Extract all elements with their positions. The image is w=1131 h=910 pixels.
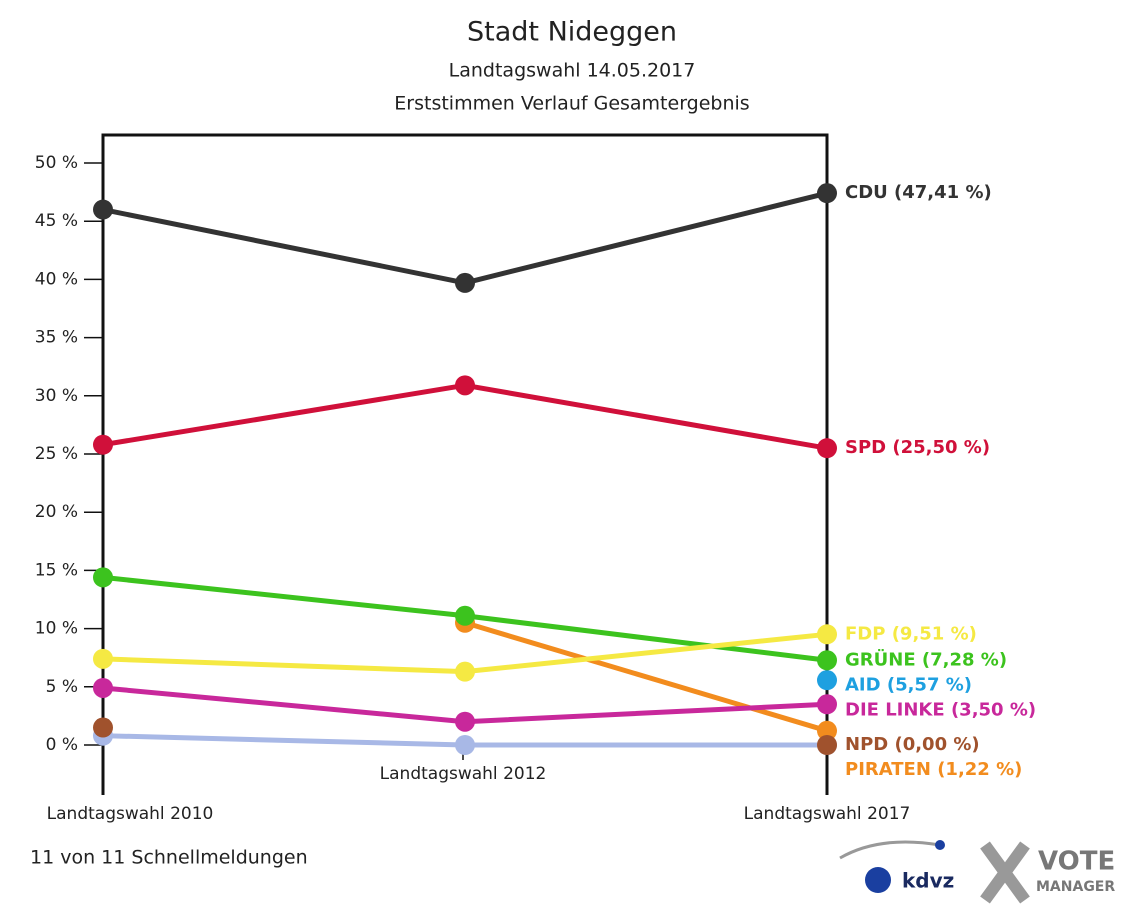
series-line — [464, 620, 828, 734]
end-label: NPD (0,00 %) — [845, 734, 980, 755]
y-tick-label: 10 % — [35, 619, 78, 639]
y-tick-label: 0 % — [46, 735, 78, 755]
series-point — [93, 648, 113, 669]
series-point — [93, 717, 113, 738]
y-tick-label: 15 % — [35, 560, 78, 580]
plot-frame — [101, 133, 829, 795]
logo-ball — [865, 867, 891, 893]
chart-subtitle: Landtagswahl 14.05.2017 — [449, 60, 696, 82]
y-tick-label: 25 % — [35, 444, 78, 464]
series-point — [817, 670, 837, 691]
footer: 11 von 11 Schnellmeldungen — [30, 847, 308, 869]
series-point — [455, 711, 475, 732]
y-tick-label: 40 % — [35, 269, 78, 289]
logo-text: VOTE — [1038, 847, 1115, 877]
chart-title: Stadt Nideggen — [467, 17, 677, 48]
end-label: FDP (9,51 %) — [845, 623, 977, 644]
series-point — [455, 661, 475, 682]
chart-subtitle: Erststimmen Verlauf Gesamtergebnis — [394, 93, 749, 115]
end-label: GRÜNE (7,28 %) — [845, 648, 1007, 670]
logo-swoosh — [839, 840, 941, 860]
series-point — [455, 272, 475, 293]
y-tick-label: 35 % — [35, 328, 78, 348]
logo-text: kdvz — [902, 869, 954, 893]
series-point — [817, 183, 837, 204]
logo-text: MANAGER — [1036, 879, 1115, 895]
series-point — [817, 735, 837, 755]
series-point — [455, 375, 475, 396]
series-point — [817, 624, 837, 645]
end-label: SPD (25,50 %) — [845, 437, 990, 458]
logo-ball — [935, 840, 945, 850]
end-label: PIRATEN (1,22 %) — [845, 759, 1022, 780]
series-point — [93, 199, 113, 220]
logo-cross — [980, 841, 1030, 904]
series-point — [93, 434, 113, 455]
x-tick-label: Landtagswahl 2012 — [380, 764, 547, 784]
series-point — [817, 694, 837, 715]
end-label: DIE LINKE (3,50 %) — [845, 699, 1036, 720]
logos: kdvz VOTE MANAGER — [839, 840, 1115, 904]
series-point — [817, 720, 837, 741]
series-point — [93, 677, 113, 698]
y-tick-label: 30 % — [35, 386, 78, 406]
x-tick-label: Landtagswahl 2017 — [744, 804, 911, 824]
series-point — [455, 605, 475, 626]
y-tick-label: 50 % — [35, 153, 78, 173]
x-tick-label: Landtagswahl 2010 — [47, 804, 214, 824]
y-tick-label: 20 % — [35, 502, 78, 522]
end-label: AID (5,57 %) — [845, 674, 972, 695]
series-point — [817, 650, 837, 671]
series-point — [455, 735, 475, 755]
end-label: CDU (47,41 %) — [845, 182, 992, 203]
y-tick-label: 5 % — [46, 677, 78, 697]
series-point — [817, 438, 837, 459]
y-tick-label: 45 % — [35, 211, 78, 231]
series-point — [93, 567, 113, 588]
